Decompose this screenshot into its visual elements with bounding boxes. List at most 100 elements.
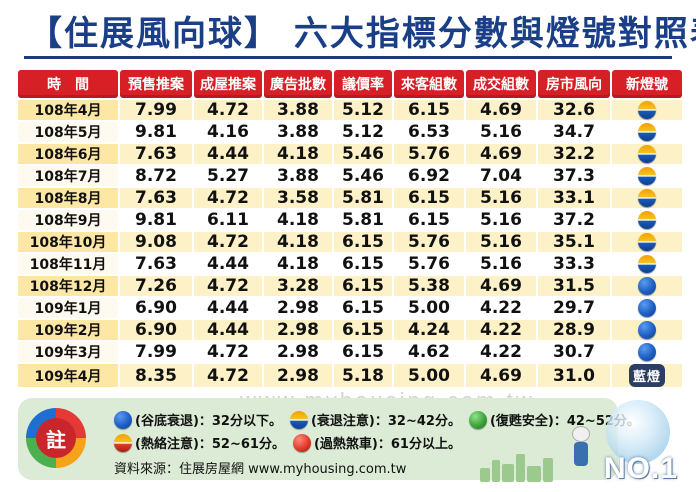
- value-cell: 6.15: [334, 232, 392, 252]
- value-cell: 4.18: [264, 144, 332, 164]
- value-cell: 4.22: [466, 320, 536, 340]
- table-row: 108年7月 8.72 5.27 3.88 5.46 6.92 7.04 37.3: [18, 166, 682, 186]
- value-cell: 30.7: [538, 342, 610, 362]
- green-lamp-icon: [468, 410, 487, 429]
- blue-lamp-icon: [638, 321, 656, 339]
- value-cell: 7.26: [120, 276, 192, 296]
- value-cell: 7.99: [120, 100, 192, 120]
- yellow-blue-lamp-icon: [638, 211, 656, 229]
- value-cell: 3.58: [264, 188, 332, 208]
- column-header: 廣告批數: [264, 70, 332, 98]
- yellow-blue-lamp-icon: [638, 145, 656, 163]
- value-cell: 33.3: [538, 254, 610, 274]
- yellow-blue-lamp-icon: [638, 167, 656, 185]
- value-cell: 4.18: [264, 254, 332, 274]
- value-cell: 4.69: [466, 144, 536, 164]
- value-cell: 4.62: [394, 342, 464, 362]
- value-cell: 33.1: [538, 188, 610, 208]
- value-cell: 8.72: [120, 166, 192, 186]
- title-banner: 【住展風向球】 六大指標分數與燈號對照表: [0, 0, 696, 62]
- value-cell: 4.44: [194, 144, 262, 164]
- decoration-illustration: NO.1: [480, 396, 696, 492]
- legend-box: 註 (谷底衰退)：32分以下。 (衰退注意)：32~42分。 (復甦安全)：42~5…: [18, 398, 640, 480]
- yellow-blue-lamp-icon: [638, 189, 656, 207]
- table-row: 108年11月 7.63 4.44 4.18 6.15 5.76 5.16 33.3: [18, 254, 682, 274]
- lamp-cell: 藍燈: [612, 364, 682, 387]
- value-cell: 3.88: [264, 122, 332, 142]
- table-row: 109年3月 7.99 4.72 2.98 6.15 4.62 4.22 30.7: [18, 342, 682, 362]
- yellow-blue-lamp-icon: [638, 255, 656, 273]
- value-cell: 3.88: [264, 100, 332, 120]
- value-cell: 5.27: [194, 166, 262, 186]
- value-cell: 4.72: [194, 188, 262, 208]
- column-header: 預售推案: [120, 70, 192, 98]
- legend-line-2: (熱絡注意)：52~61分。 (過熱煞車)：61分以上。: [114, 433, 469, 456]
- value-cell: 5.76: [394, 232, 464, 252]
- lamp-cell: [612, 276, 682, 296]
- value-cell: 5.16: [466, 232, 536, 252]
- value-cell: 6.15: [334, 254, 392, 274]
- table-row: 108年6月 7.63 4.44 4.18 5.46 5.76 4.69 32.2: [18, 144, 682, 164]
- lamp-cell: [612, 100, 682, 120]
- value-cell: 4.72: [194, 342, 262, 362]
- month-cell: 109年4月: [18, 364, 118, 387]
- value-cell: 9.08: [120, 232, 192, 252]
- legend-item: (衰退注意)：32~42分。: [289, 410, 461, 429]
- value-cell: 5.76: [394, 144, 464, 164]
- month-cell: 108年7月: [18, 166, 118, 186]
- value-cell: 6.15: [334, 276, 392, 296]
- month-cell: 109年1月: [18, 298, 118, 318]
- table-row: 108年4月 7.99 4.72 3.88 5.12 6.15 4.69 32.6: [18, 100, 682, 120]
- value-cell: 4.72: [194, 232, 262, 252]
- column-header: 來客組數: [394, 70, 464, 98]
- table-row: 108年12月 7.26 4.72 3.28 6.15 5.38 4.69 31.5: [18, 276, 682, 296]
- yellow-blue-lamp-icon: [638, 123, 656, 141]
- value-cell: 3.88: [264, 166, 332, 186]
- value-cell: 5.76: [394, 254, 464, 274]
- value-cell: 7.63: [120, 254, 192, 274]
- lamp-cell: [612, 122, 682, 142]
- table-row: 108年5月 9.81 4.16 3.88 5.12 6.53 5.16 34.7: [18, 122, 682, 142]
- value-cell: 5.16: [466, 210, 536, 230]
- legend-item: (熱絡注意)：52~61分。: [114, 433, 285, 452]
- value-cell: 4.18: [264, 210, 332, 230]
- value-cell: 28.9: [538, 320, 610, 340]
- blue-lamp-icon: [638, 343, 656, 361]
- value-cell: 3.28: [264, 276, 332, 296]
- table-row: 108年10月 9.08 4.72 4.18 6.15 5.76 5.16 35.1: [18, 232, 682, 252]
- value-cell: 6.53: [394, 122, 464, 142]
- value-cell: 4.44: [194, 298, 262, 318]
- value-cell: 31.0: [538, 364, 610, 387]
- column-header: 成交組數: [466, 70, 536, 98]
- lamp-cell: [612, 298, 682, 318]
- city-skyline-icon: [480, 446, 570, 482]
- value-cell: 32.6: [538, 100, 610, 120]
- month-cell: 108年10月: [18, 232, 118, 252]
- mascot-figure-icon: [568, 426, 594, 472]
- blue-lamp-icon: [638, 277, 656, 295]
- value-cell: 5.46: [334, 144, 392, 164]
- value-cell: 2.98: [264, 342, 332, 362]
- value-cell: 6.15: [394, 100, 464, 120]
- value-cell: 6.15: [334, 320, 392, 340]
- value-cell: 4.24: [394, 320, 464, 340]
- table-row: 109年4月 8.35 4.72 2.98 5.18 5.00 4.69 31.0 藍燈: [18, 364, 682, 387]
- globe-icon: [606, 400, 670, 464]
- month-cell: 108年11月: [18, 254, 118, 274]
- lamp-cell: [612, 254, 682, 274]
- value-cell: 6.15: [334, 298, 392, 318]
- value-cell: 5.12: [334, 122, 392, 142]
- month-cell: 108年4月: [18, 100, 118, 120]
- value-cell: 5.00: [394, 364, 464, 387]
- value-cell: 8.35: [120, 364, 192, 387]
- value-cell: 35.1: [538, 232, 610, 252]
- value-cell: 4.72: [194, 100, 262, 120]
- title-underline: [24, 56, 672, 59]
- value-cell: 9.81: [120, 122, 192, 142]
- yellow-red-lamp-icon: [114, 433, 132, 452]
- legend-item: (復甦安全)：42~52分。: [468, 410, 640, 429]
- lamp-cell: [612, 232, 682, 252]
- lamp-cell: [612, 342, 682, 362]
- lamp-cell: [612, 188, 682, 208]
- value-cell: 4.69: [466, 100, 536, 120]
